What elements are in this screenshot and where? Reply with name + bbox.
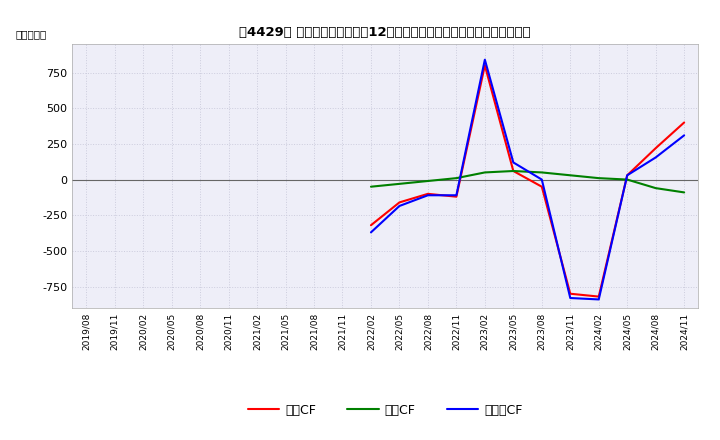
投賄CF — [395, 181, 404, 187]
フリーCF — [423, 193, 432, 198]
フリーCF — [566, 295, 575, 301]
営業CF — [480, 63, 489, 68]
投賄CF — [509, 169, 518, 174]
投賄CF — [623, 177, 631, 182]
投賄CF — [480, 170, 489, 175]
フリーCF — [623, 172, 631, 178]
フリーCF — [395, 203, 404, 209]
フリーCF — [680, 133, 688, 138]
Text: （百万円）: （百万円） — [16, 29, 47, 39]
投賄CF — [366, 184, 375, 189]
営業CF — [452, 194, 461, 199]
Legend: 営業CF, 投賄CF, フリーCF: 営業CF, 投賄CF, フリーCF — [243, 399, 528, 422]
フリーCF — [452, 193, 461, 198]
フリーCF — [652, 155, 660, 160]
営業CF — [395, 200, 404, 205]
Line: フリーCF: フリーCF — [371, 60, 684, 300]
営業CF — [652, 146, 660, 151]
営業CF — [423, 191, 432, 197]
Line: 投賄CF: 投賄CF — [371, 171, 684, 192]
フリーCF — [537, 177, 546, 182]
営業CF — [366, 223, 375, 228]
営業CF — [537, 184, 546, 189]
営業CF — [509, 169, 518, 174]
投賄CF — [452, 176, 461, 181]
営業CF — [680, 120, 688, 125]
投賄CF — [680, 190, 688, 195]
フリーCF — [509, 160, 518, 165]
営業CF — [623, 172, 631, 178]
Title: ［4429］ キャッシュフローの12か月移動合計の対前年同期増減額の推移: ［4429］ キャッシュフローの12か月移動合計の対前年同期増減額の推移 — [239, 26, 531, 39]
投賄CF — [595, 176, 603, 181]
投賄CF — [652, 186, 660, 191]
フリーCF — [595, 297, 603, 302]
Line: 営業CF: 営業CF — [371, 66, 684, 297]
投賄CF — [537, 170, 546, 175]
営業CF — [566, 291, 575, 297]
投賄CF — [423, 178, 432, 183]
フリーCF — [366, 230, 375, 235]
営業CF — [595, 294, 603, 299]
投賄CF — [566, 172, 575, 178]
フリーCF — [480, 57, 489, 62]
